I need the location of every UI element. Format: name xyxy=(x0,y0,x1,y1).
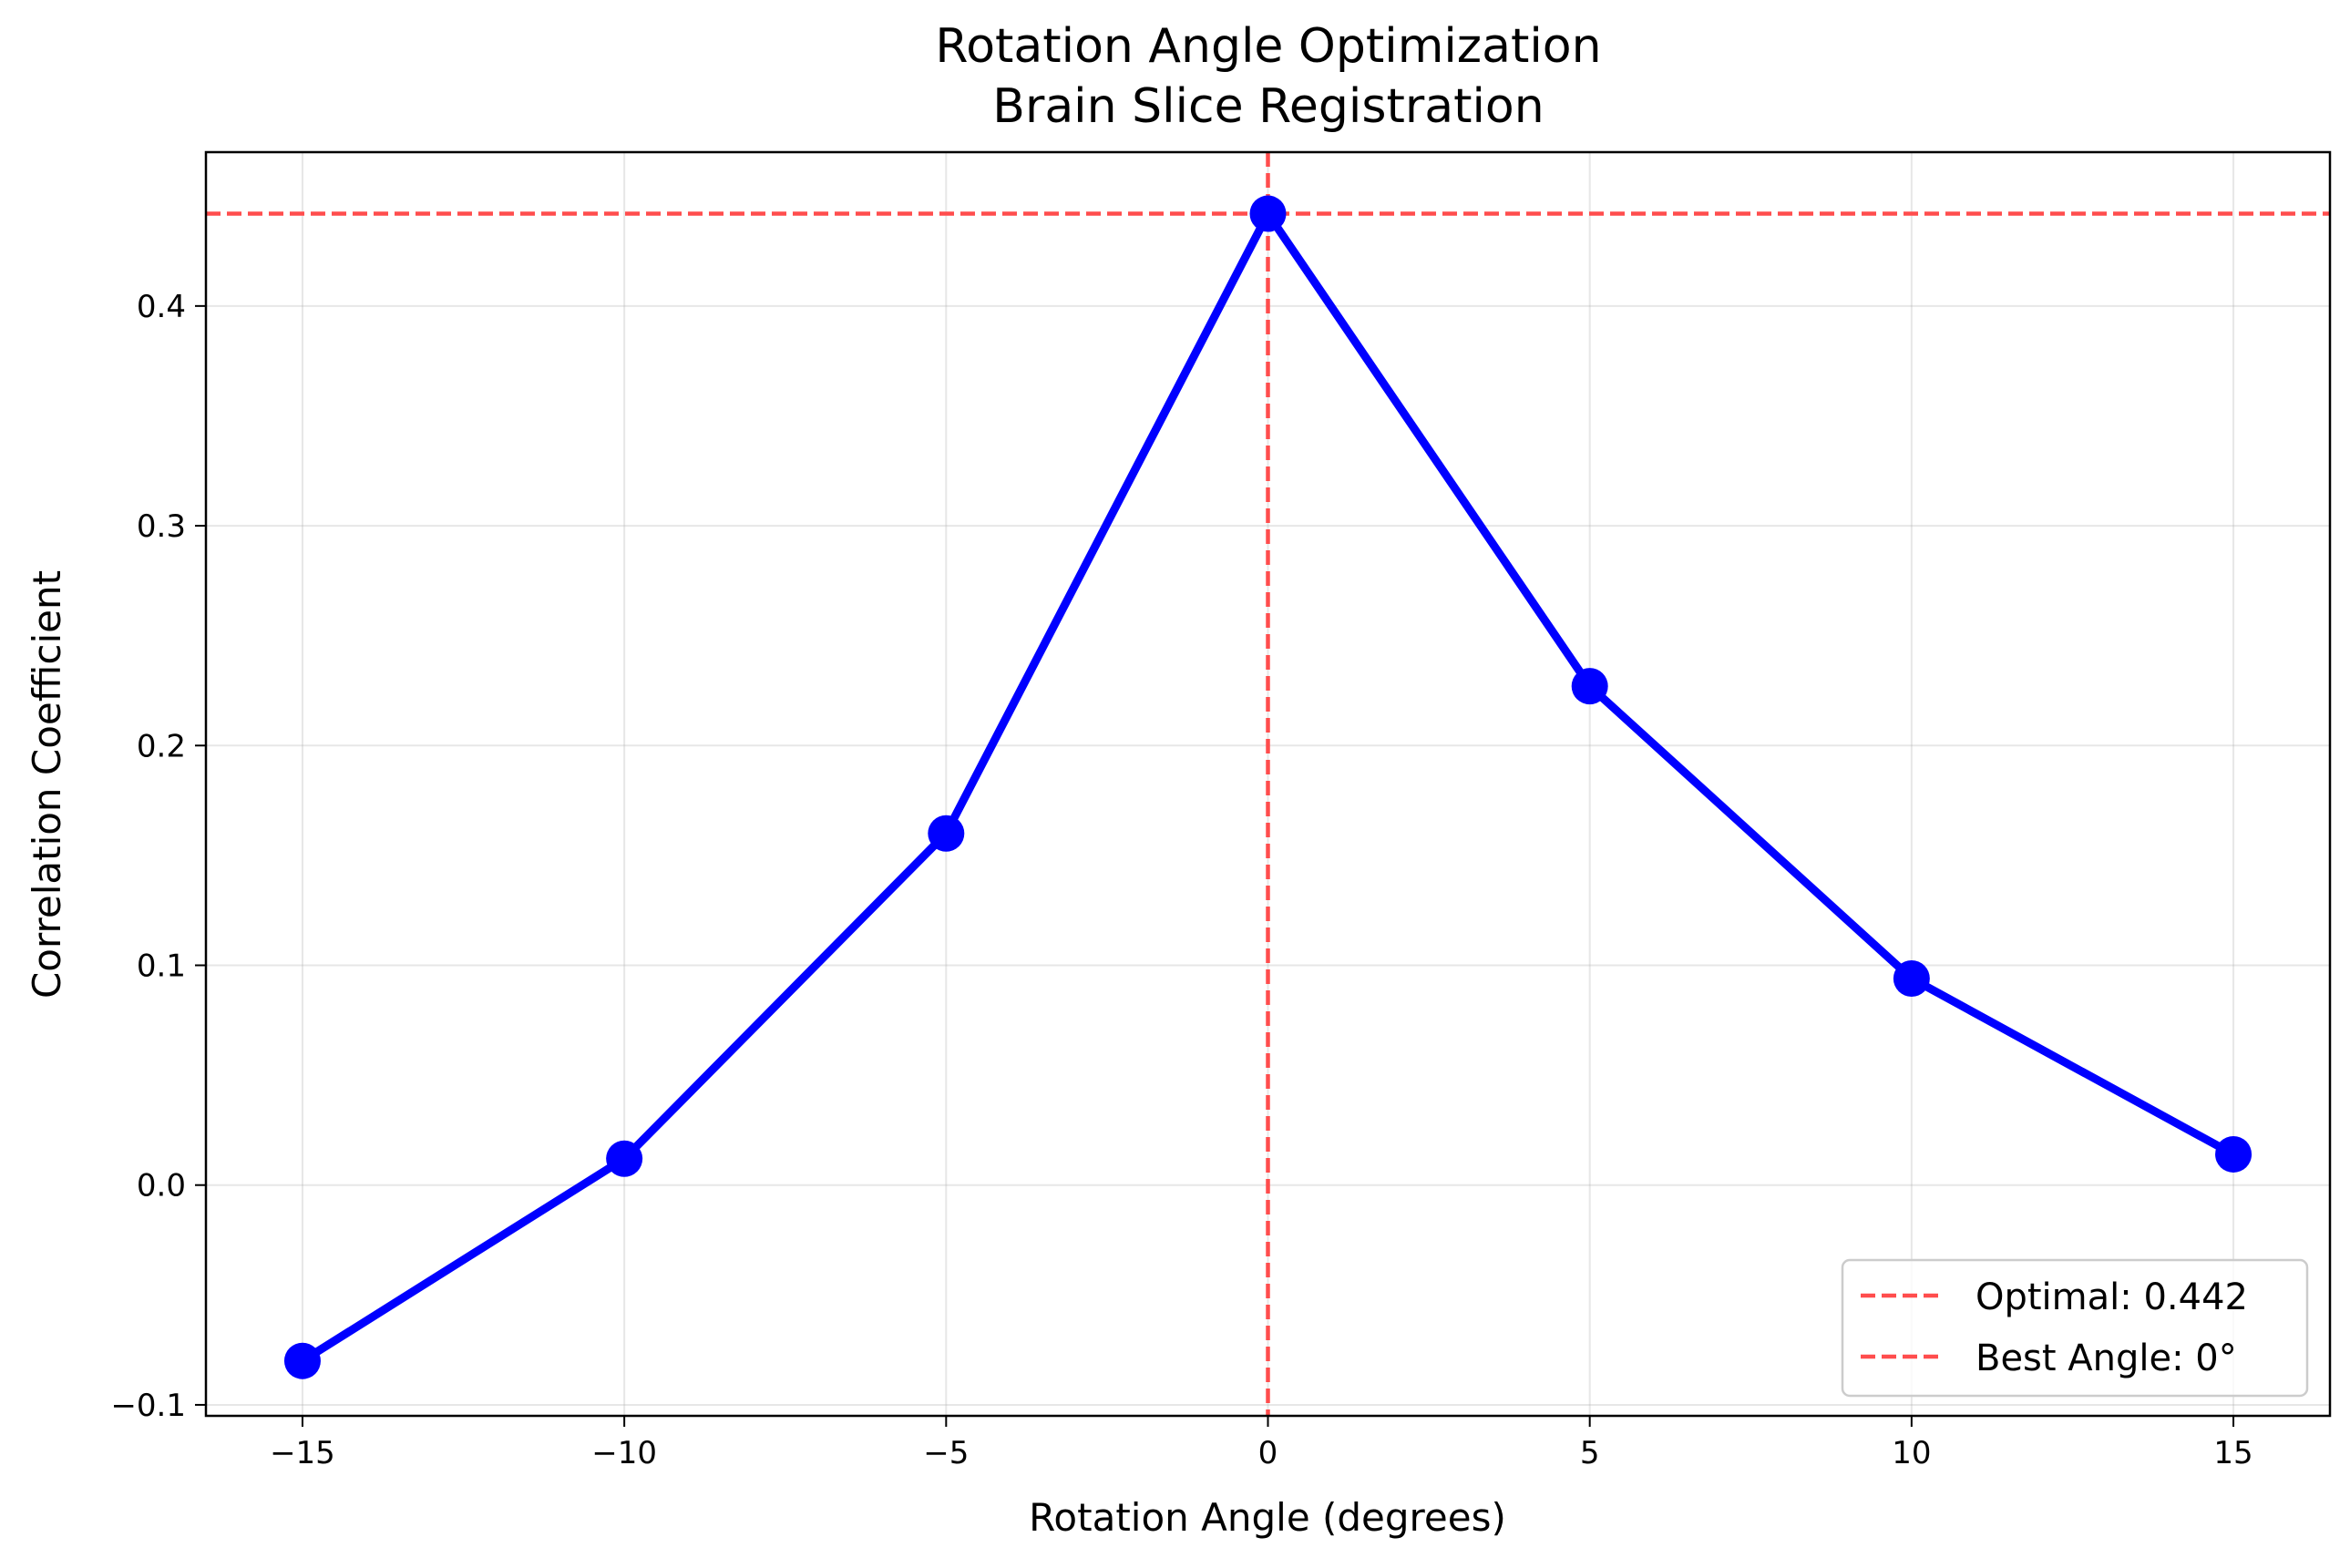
x-tick-label: 15 xyxy=(2213,1435,2253,1471)
x-tick-label: −5 xyxy=(923,1435,969,1471)
y-tick-label: 0.3 xyxy=(137,508,186,545)
y-tick-label: 0.0 xyxy=(137,1168,186,1204)
x-axis-label: Rotation Angle (degrees) xyxy=(1029,1495,1506,1540)
x-tick-label: 0 xyxy=(1258,1435,1278,1471)
data-point xyxy=(1249,195,1287,232)
chart-title-line-2: Brain Slice Registration xyxy=(992,79,1544,134)
data-point xyxy=(1571,668,1608,705)
x-tick-label: 10 xyxy=(1892,1435,1931,1471)
legend-label-optimal: Optimal: 0.442 xyxy=(1975,1276,2248,1318)
y-axis-label: Correlation Coefficient xyxy=(25,570,69,999)
y-tick-label: 0.2 xyxy=(137,728,186,764)
y-axis-ticks: −0.1 0.0 0.1 0.2 0.3 0.4 xyxy=(110,289,206,1424)
data-point xyxy=(283,1342,321,1379)
legend: Optimal: 0.442 Best Angle: 0° xyxy=(1841,1258,2309,1398)
data-point xyxy=(928,815,965,852)
data-point xyxy=(1893,959,1930,997)
y-tick-label: −0.1 xyxy=(110,1388,186,1424)
x-tick-label: −15 xyxy=(270,1435,335,1471)
x-axis-ticks: −15 −10 −5 0 5 10 15 xyxy=(270,1416,2253,1471)
data-series xyxy=(283,195,2253,1379)
legend-label-best-angle: Best Angle: 0° xyxy=(1975,1337,2237,1379)
data-point xyxy=(606,1140,643,1177)
legend-box xyxy=(1841,1258,2309,1398)
x-tick-label: 5 xyxy=(1580,1435,1600,1471)
y-tick-label: 0.1 xyxy=(137,948,186,985)
data-point xyxy=(2215,1135,2253,1173)
chart-title-line-1: Rotation Angle Optimization xyxy=(935,19,1601,74)
y-tick-label: 0.4 xyxy=(137,289,186,325)
x-tick-label: −10 xyxy=(591,1435,657,1471)
